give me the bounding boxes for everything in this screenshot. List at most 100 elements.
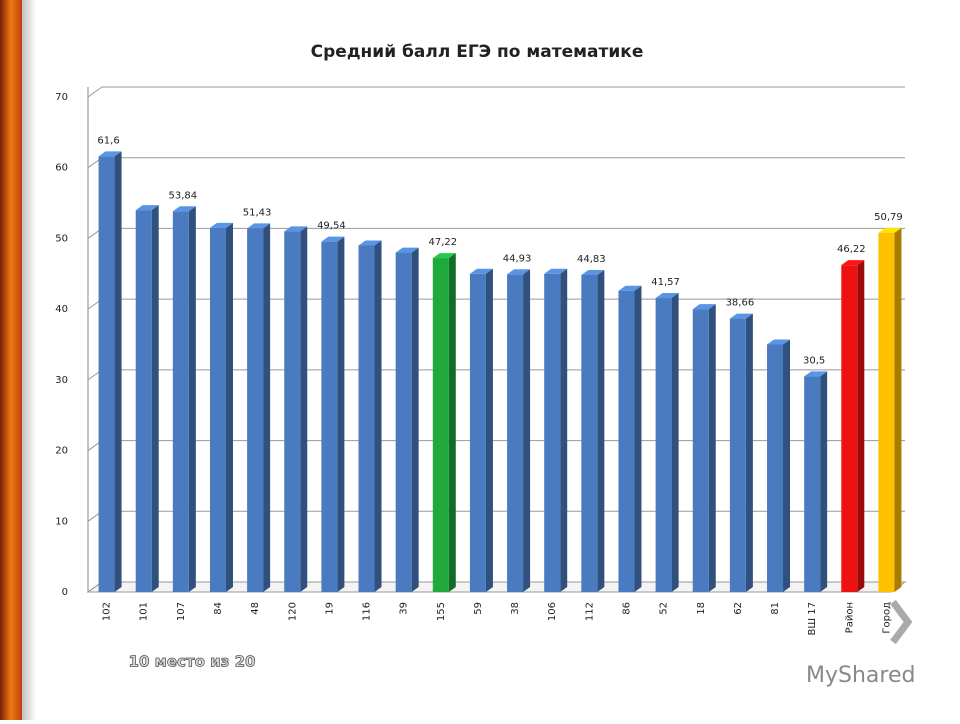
bar-top bbox=[172, 206, 196, 212]
bar-side bbox=[783, 339, 791, 592]
bar-top bbox=[507, 269, 531, 275]
bar-side bbox=[151, 205, 159, 592]
y-tick-label: 20 bbox=[55, 446, 68, 457]
bar-side bbox=[485, 268, 493, 592]
bar-side bbox=[114, 151, 122, 592]
bar-side bbox=[411, 247, 419, 593]
bar bbox=[172, 211, 189, 592]
bar-top bbox=[135, 205, 159, 211]
bar-side bbox=[745, 313, 753, 592]
x-tick-label: ВШ 17 bbox=[807, 602, 818, 635]
x-tick-label: 101 bbox=[139, 602, 150, 621]
next-arrow bbox=[890, 599, 913, 645]
y-tick-label: 60 bbox=[55, 163, 68, 174]
x-tick-label: 81 bbox=[770, 602, 781, 615]
x-tick-label: Город bbox=[881, 602, 892, 634]
bar bbox=[98, 156, 115, 592]
bar-side bbox=[671, 293, 679, 592]
x-tick-label: Район bbox=[844, 602, 855, 633]
value-label: 46,22 bbox=[837, 244, 866, 255]
bar-side bbox=[188, 206, 196, 592]
bar-side bbox=[857, 260, 865, 592]
y-tick-label: 40 bbox=[55, 304, 68, 315]
y-tick-label: 50 bbox=[55, 233, 68, 244]
x-tick-label: 120 bbox=[287, 602, 298, 621]
bar-side bbox=[708, 304, 716, 592]
value-label: 51,43 bbox=[243, 207, 272, 218]
y-tick-label: 0 bbox=[62, 587, 68, 598]
bar-top bbox=[469, 268, 493, 274]
bar-side bbox=[634, 285, 642, 592]
x-tick-label: 39 bbox=[399, 602, 410, 615]
x-tick-label: 48 bbox=[250, 602, 261, 615]
watermark: MyShared bbox=[806, 663, 915, 688]
bar-top bbox=[692, 304, 716, 310]
value-label: 30,5 bbox=[803, 355, 825, 366]
bar-side bbox=[263, 223, 271, 593]
x-tick-label: 116 bbox=[362, 602, 373, 621]
bar-side bbox=[448, 253, 456, 592]
bar-top bbox=[655, 293, 679, 299]
bar bbox=[321, 241, 338, 592]
x-tick-label: 38 bbox=[510, 602, 521, 615]
bar-side bbox=[523, 269, 531, 592]
x-tick-label: 59 bbox=[473, 602, 484, 615]
x-tick-label: 52 bbox=[659, 602, 670, 615]
bar-top bbox=[581, 269, 605, 275]
bar-side bbox=[337, 236, 345, 592]
bar-side bbox=[300, 226, 308, 592]
x-tick-label: 107 bbox=[176, 602, 187, 621]
y-tick-label: 70 bbox=[55, 92, 68, 103]
bar bbox=[209, 227, 226, 593]
chart-title: Средний балл ЕГЭ по математике bbox=[311, 42, 644, 62]
bar-top bbox=[284, 226, 308, 232]
bar bbox=[469, 273, 486, 592]
y-tick-label: 30 bbox=[55, 375, 68, 386]
x-tick-label: 102 bbox=[102, 602, 113, 621]
x-tick-label: 84 bbox=[213, 602, 224, 615]
bar bbox=[692, 309, 709, 592]
bar-top bbox=[209, 222, 233, 228]
bar bbox=[581, 274, 598, 592]
bar bbox=[544, 273, 561, 592]
value-label: 47,22 bbox=[428, 237, 457, 248]
bar bbox=[878, 232, 895, 592]
bar bbox=[655, 298, 672, 592]
annotation: 10 место из 20 bbox=[129, 653, 256, 671]
x-tick-label: 86 bbox=[621, 602, 632, 615]
value-label: 44,93 bbox=[503, 253, 532, 264]
bar-top bbox=[544, 268, 568, 274]
bar bbox=[841, 265, 858, 592]
value-label: 50,79 bbox=[874, 212, 903, 223]
bar bbox=[395, 252, 412, 593]
value-label: 38,66 bbox=[726, 298, 755, 309]
bar-top bbox=[729, 313, 753, 319]
bar-top bbox=[878, 227, 902, 233]
grid-line bbox=[87, 157, 905, 169]
strip-shadow bbox=[22, 0, 36, 720]
bar bbox=[729, 318, 746, 592]
bar-top bbox=[804, 371, 828, 377]
bar-side bbox=[894, 227, 902, 592]
bar bbox=[767, 344, 784, 592]
bar bbox=[618, 290, 635, 592]
y-tick-label: 10 bbox=[55, 516, 68, 527]
bar-side bbox=[820, 371, 828, 592]
bar-top bbox=[618, 285, 642, 291]
value-label: 61,6 bbox=[97, 135, 119, 146]
bar bbox=[358, 245, 375, 592]
x-tick-label: 155 bbox=[436, 602, 447, 621]
bar-top bbox=[432, 253, 456, 259]
x-tick-label: 18 bbox=[696, 602, 707, 615]
bar-side bbox=[374, 240, 382, 592]
x-tick-label: 112 bbox=[584, 602, 595, 621]
bar-side bbox=[560, 268, 568, 592]
bar bbox=[247, 228, 264, 593]
value-label: 53,84 bbox=[169, 190, 198, 201]
side-strip bbox=[0, 0, 22, 720]
bar-side bbox=[597, 269, 605, 592]
bar-side bbox=[225, 222, 233, 593]
bar bbox=[804, 376, 821, 592]
